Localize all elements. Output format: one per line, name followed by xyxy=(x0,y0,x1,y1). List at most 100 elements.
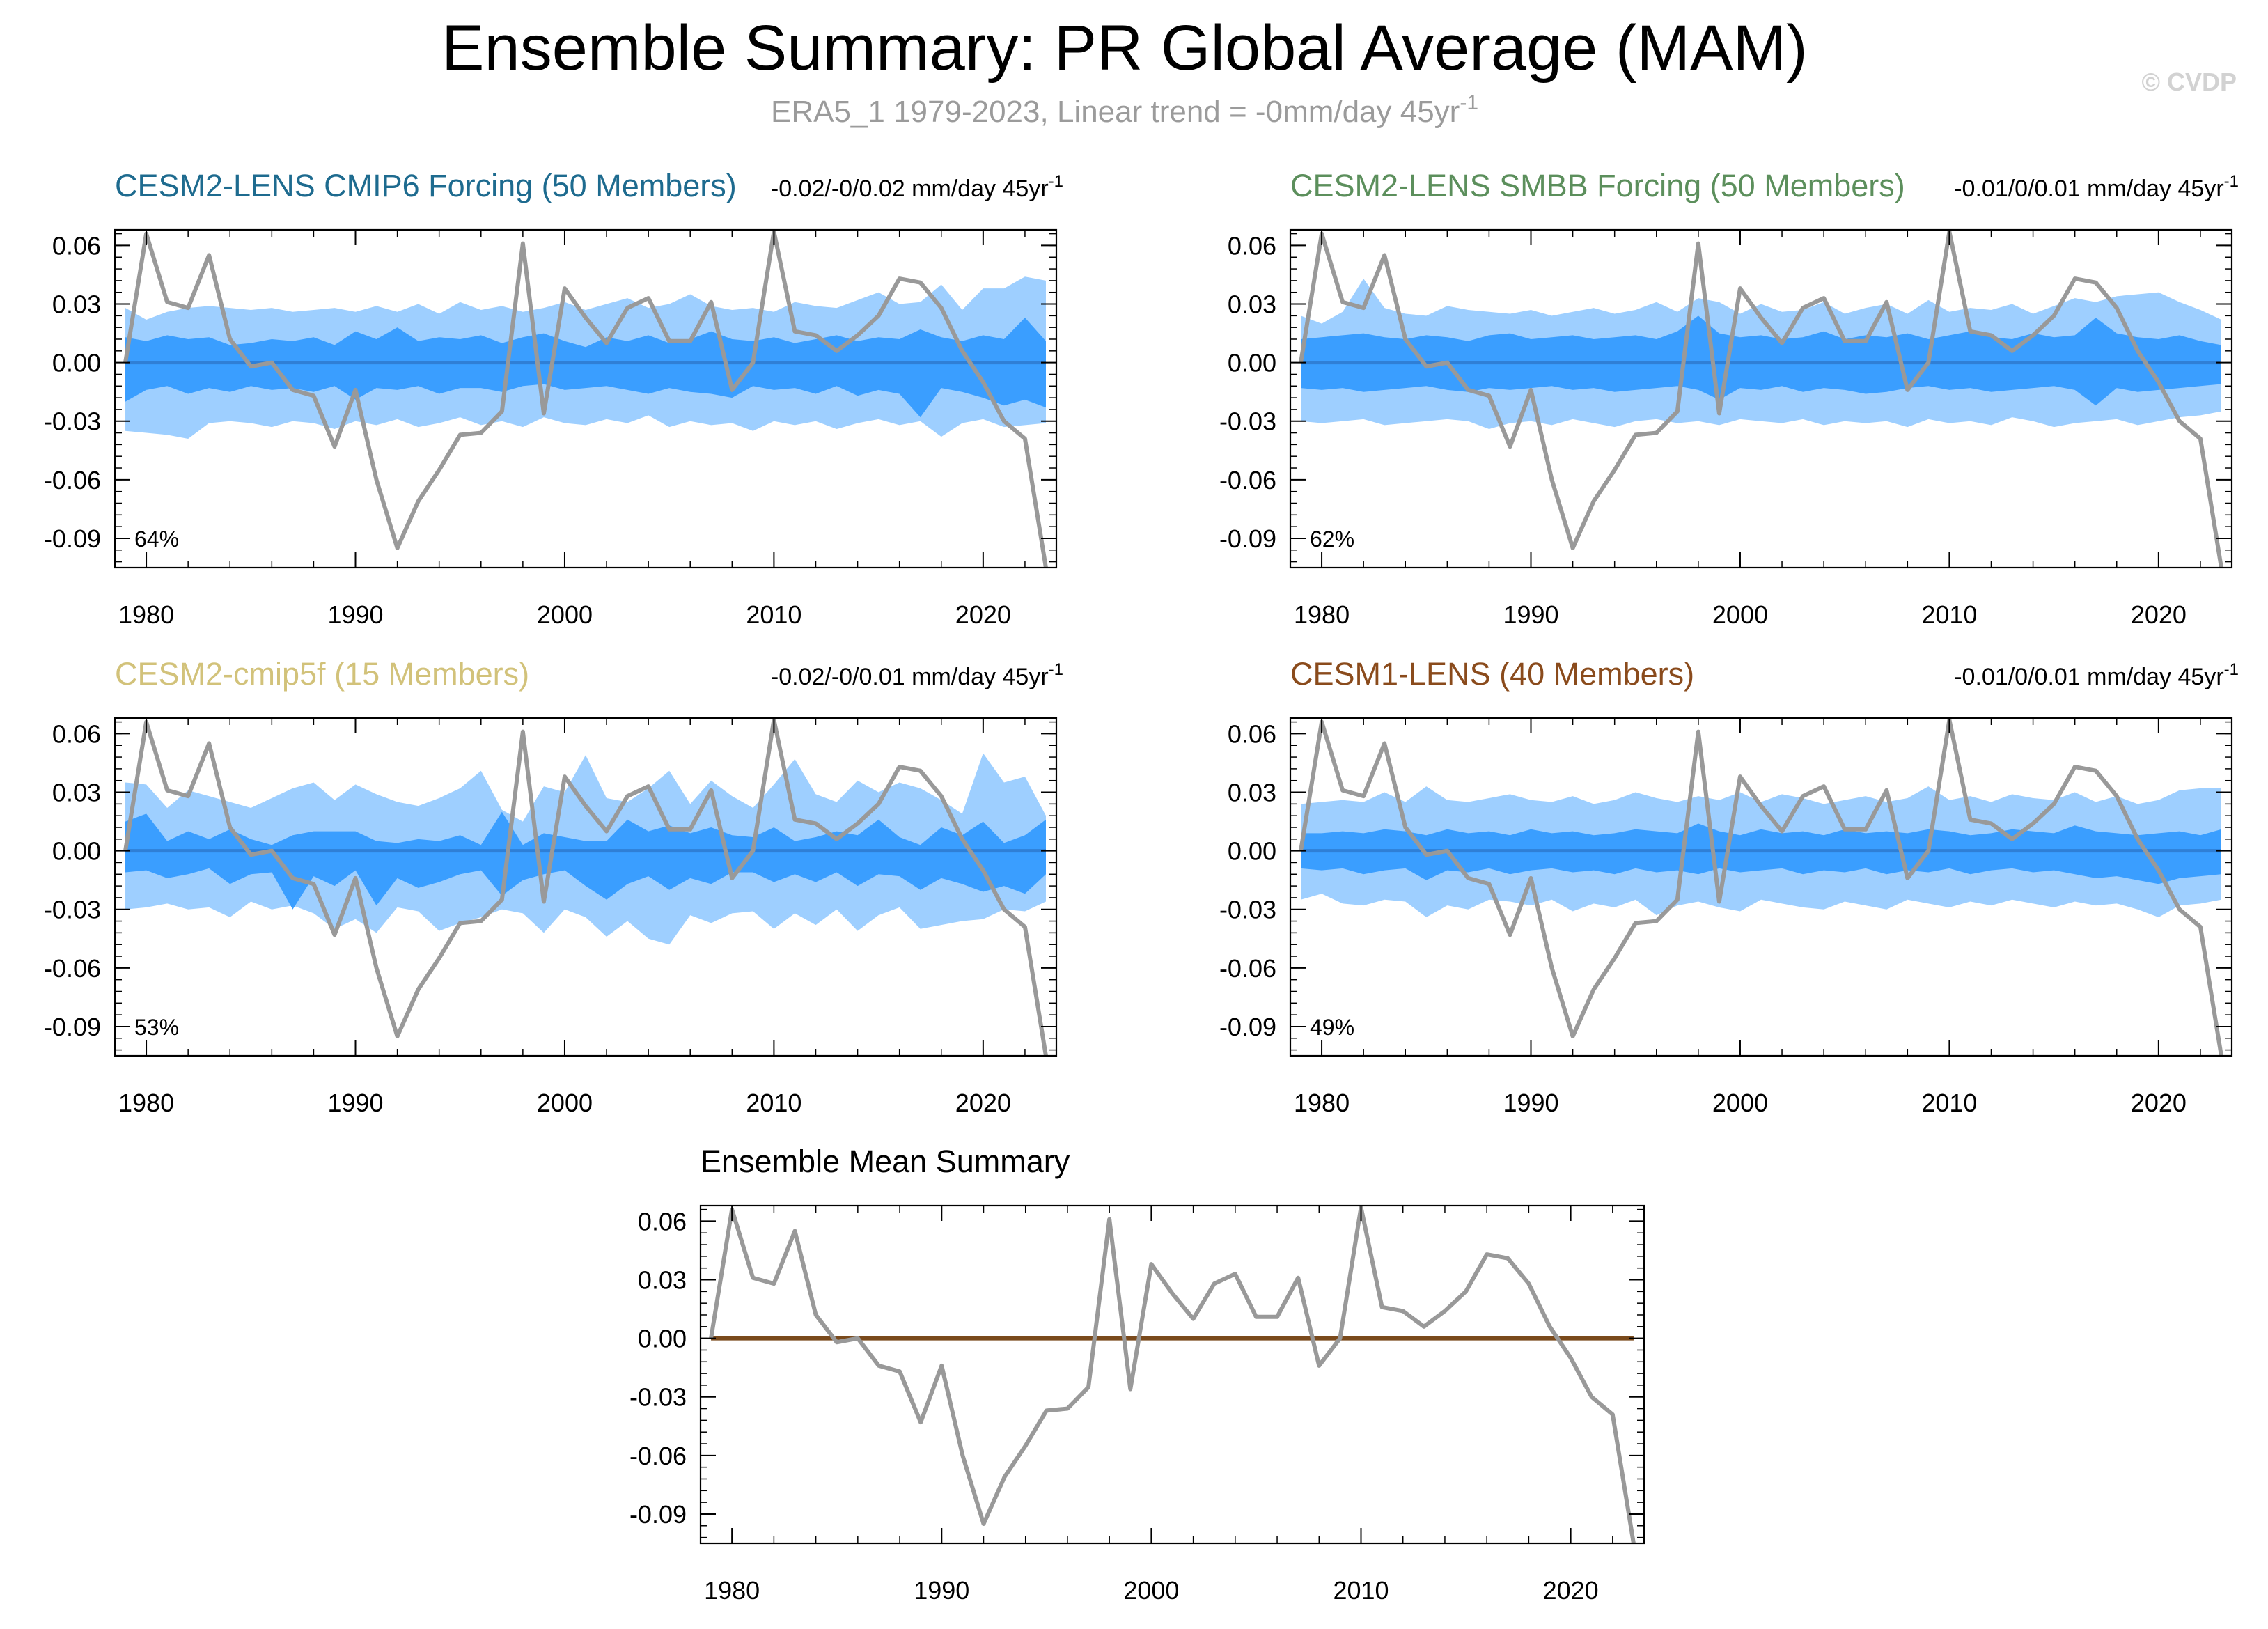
trend-range-text: -0.02/-0/0.02 mm/day 45yr xyxy=(771,176,1049,202)
plot-frame xyxy=(1289,228,2233,569)
panel-cesm1-lens: 0.06 0.03 0.00 -0.03 -0.06 -0.09 1980 1990 2000 2… xyxy=(1219,656,2239,1117)
y-tick-label: 0.03 xyxy=(1228,290,1276,319)
y-tick-label: 0.06 xyxy=(1228,719,1276,748)
x-tick-label: 1990 xyxy=(1503,600,1558,629)
trend-range-text: -0.01/0/0.01 mm/day 45yr xyxy=(1954,176,2223,202)
x-tick-label: 2000 xyxy=(1123,1576,1179,1605)
x-tick-label: 2010 xyxy=(746,600,801,629)
plot-frame xyxy=(114,717,1058,1057)
y-tick-label: 0.00 xyxy=(638,1325,687,1353)
y-tick-label: -0.09 xyxy=(1219,524,1276,553)
y-tick-label: -0.09 xyxy=(629,1500,687,1529)
percent-label: 62% xyxy=(1310,527,1354,552)
x-tick-label: 2020 xyxy=(1543,1576,1599,1605)
x-tick-label: 2010 xyxy=(1921,1089,1977,1117)
y-tick-label: 0.03 xyxy=(1228,779,1276,807)
y-tick-label: -0.03 xyxy=(44,407,101,436)
panel-title: CESM1-LENS (40 Members) xyxy=(1290,656,1694,692)
x-tick-label: 2000 xyxy=(537,600,593,629)
trend-range-superscript: -1 xyxy=(1049,660,1063,679)
x-tick-label: 1980 xyxy=(1294,1089,1350,1117)
y-tick-label: -0.03 xyxy=(44,896,101,924)
x-tick-label: 2020 xyxy=(2131,1089,2187,1117)
y-tick-label: 0.06 xyxy=(638,1207,687,1236)
y-tick-label: -0.06 xyxy=(1219,954,1276,983)
figure-subtitle: ERA5_1 1979-2023, Linear trend = -0mm/da… xyxy=(771,91,1478,129)
panel-title: CESM2-LENS CMIP6 Forcing (50 Members) xyxy=(115,168,737,203)
y-tick-label: -0.06 xyxy=(629,1442,687,1470)
panel-title: Ensemble Mean Summary xyxy=(701,1144,1070,1179)
y-tick-label: -0.09 xyxy=(44,1013,101,1041)
panel-ensemble-mean-summary: 0.06 0.03 0.00 -0.03 -0.06 -0.09 1980 1990 2000 2… xyxy=(629,1144,1645,1605)
y-tick-label: -0.09 xyxy=(44,524,101,553)
x-tick-label: 1990 xyxy=(327,1089,383,1117)
spread-band-inner xyxy=(125,811,1046,910)
x-tick-label: 2000 xyxy=(1712,600,1768,629)
observations-line xyxy=(123,717,1048,1057)
x-tick-label: 1980 xyxy=(704,1576,760,1605)
subtitle-text: ERA5_1 1979-2023, Linear trend = -0mm/da… xyxy=(771,95,1460,129)
y-tick-label: 0.00 xyxy=(1228,349,1276,377)
y-tick-label: 0.06 xyxy=(52,719,101,748)
y-tick-label: 0.03 xyxy=(52,290,101,319)
x-tick-label: 2010 xyxy=(1921,600,1977,629)
percent-label: 64% xyxy=(134,527,179,552)
x-tick-label: 1980 xyxy=(118,1089,174,1117)
observations-line xyxy=(1299,717,2223,1057)
trend-range-label: -0.01/0/0.01 mm/day 45yr-1 xyxy=(1954,172,2239,202)
panel-cesm2-cmip5f: 0.06 0.03 0.00 -0.03 -0.06 -0.09 1980 1990 2000 2… xyxy=(44,656,1063,1117)
y-tick-label: 0.06 xyxy=(1228,231,1276,260)
x-tick-label: 1990 xyxy=(327,600,383,629)
y-tick-label: -0.03 xyxy=(1219,896,1276,924)
y-tick-label: -0.06 xyxy=(1219,466,1276,494)
y-tick-label: -0.03 xyxy=(1219,407,1276,436)
observations-line xyxy=(709,1205,1636,1544)
trend-range-label: -0.02/-0/0.02 mm/day 45yr-1 xyxy=(771,172,1063,202)
cvdp-watermark: © CVDP xyxy=(2141,68,2237,96)
x-tick-label: 2000 xyxy=(537,1089,593,1117)
y-tick-label: -0.09 xyxy=(1219,1013,1276,1041)
y-tick-label: 0.00 xyxy=(52,349,101,377)
y-tick-label: 0.00 xyxy=(1228,837,1276,866)
x-tick-label: 2020 xyxy=(2131,600,2187,629)
observations-line xyxy=(1299,229,2223,568)
figure-title: Ensemble Summary: PR Global Average (MAM… xyxy=(441,13,1808,84)
x-tick-label: 2020 xyxy=(955,1089,1011,1117)
y-tick-label: -0.06 xyxy=(44,466,101,494)
plot-frame xyxy=(1289,717,2233,1057)
panel-cesm2-lens-smbb: 0.06 0.03 0.00 -0.03 -0.06 -0.09 1980 1990 2000 2… xyxy=(1219,168,2239,629)
percent-label: 49% xyxy=(1310,1015,1354,1040)
x-tick-label: 1990 xyxy=(914,1576,969,1605)
spread-band-inner xyxy=(1301,315,2221,406)
subtitle-superscript: -1 xyxy=(1460,91,1478,114)
trend-range-superscript: -1 xyxy=(1049,172,1063,191)
plot-frame xyxy=(114,228,1058,569)
panel-title: CESM2-cmip5f (15 Members) xyxy=(115,656,529,692)
panels-layer: 0.06 0.03 0.00 -0.03 -0.06 -0.09 1980 1990 2000 2… xyxy=(44,168,2239,1605)
y-tick-label: 0.00 xyxy=(52,837,101,866)
x-tick-label: 2010 xyxy=(746,1089,801,1117)
x-tick-label: 1980 xyxy=(1294,600,1350,629)
observations-line xyxy=(123,229,1048,568)
trend-range-label: -0.01/0/0.01 mm/day 45yr-1 xyxy=(1954,660,2239,690)
x-tick-label: 1990 xyxy=(1503,1089,1558,1117)
plot-frame xyxy=(699,1204,1645,1545)
y-tick-label: -0.03 xyxy=(629,1383,687,1412)
y-tick-label: 0.03 xyxy=(638,1266,687,1295)
x-tick-label: 2020 xyxy=(955,600,1011,629)
trend-range-superscript: -1 xyxy=(2224,660,2239,679)
x-tick-label: 2010 xyxy=(1333,1576,1389,1605)
panel-title: CESM2-LENS SMBB Forcing (50 Members) xyxy=(1290,168,1905,203)
spread-band-inner xyxy=(1301,823,2221,884)
y-tick-label: 0.06 xyxy=(52,231,101,260)
x-tick-label: 1980 xyxy=(118,600,174,629)
trend-range-label: -0.02/-0/0.01 mm/day 45yr-1 xyxy=(771,660,1063,690)
trend-range-superscript: -1 xyxy=(2224,172,2239,191)
y-tick-label: -0.06 xyxy=(44,954,101,983)
trend-range-text: -0.01/0/0.01 mm/day 45yr xyxy=(1954,664,2223,690)
percent-label: 53% xyxy=(134,1015,179,1040)
x-tick-label: 2000 xyxy=(1712,1089,1768,1117)
y-tick-label: 0.03 xyxy=(52,779,101,807)
panel-cesm2-lens-cmip6: 0.06 0.03 0.00 -0.03 -0.06 -0.09 1980 1990 2000 2… xyxy=(44,168,1063,629)
